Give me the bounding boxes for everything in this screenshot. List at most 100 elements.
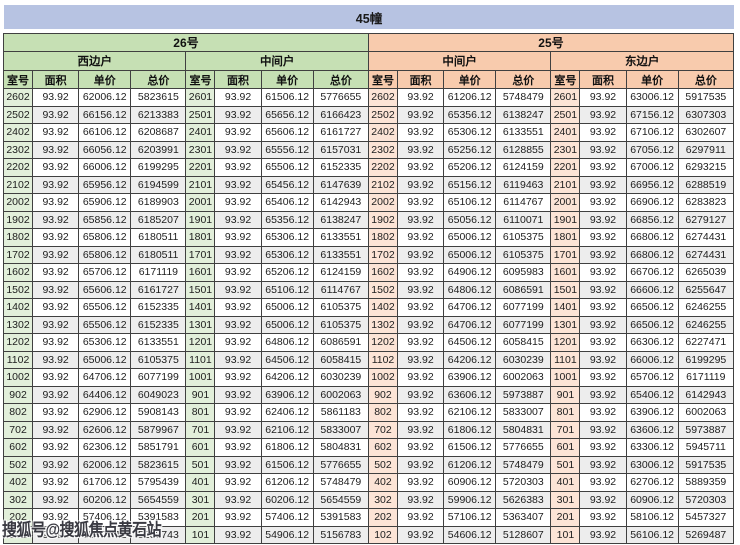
cell-total-price: 6227471	[677, 333, 735, 352]
cell-area: 93.92	[397, 175, 445, 194]
cell-room: 202	[2, 508, 34, 527]
cell-area: 93.92	[32, 490, 80, 509]
cell-unit-price: 64706.12	[443, 315, 497, 334]
cell-unit-price: 65706.12	[625, 368, 679, 387]
cell-room: 2602	[367, 88, 399, 107]
cell-total-price: 5851791	[130, 438, 187, 457]
cell-total-price: 6133551	[312, 245, 369, 264]
cell-total-price: 6105375	[130, 350, 187, 369]
cell-area: 93.92	[32, 193, 80, 212]
table-row: 802 93.92 62906.12 5908143 801 93.92 62406.12 5…	[2, 403, 735, 422]
cell-room: 2102	[2, 175, 34, 194]
cell-area: 93.92	[397, 210, 445, 229]
cell-total-price: 5776655	[312, 455, 369, 474]
cell-total-price: 6105375	[495, 228, 552, 247]
table-row: 1102 93.92 65006.12 6105375 1101 93.92 64506.1…	[2, 350, 735, 369]
cell-room: 1601	[550, 263, 581, 282]
cell-room: 1902	[2, 210, 34, 229]
cell-total-price: 6077199	[130, 368, 187, 387]
cell-unit-price: 56106.12	[625, 525, 679, 544]
cell-unit-price: 66956.12	[625, 175, 679, 194]
cell-room: 1001	[550, 368, 581, 387]
cell-area: 93.92	[32, 385, 80, 404]
cell-room: 1702	[2, 245, 34, 264]
cell-room: 2201	[550, 158, 581, 177]
table-row: 402 93.92 61706.12 5795439 401 93.92 61206.12 5…	[2, 473, 735, 492]
cell-room: 2001	[550, 193, 581, 212]
cell-unit-price: 62306.12	[78, 438, 132, 457]
cell-total-price: 5973887	[677, 420, 735, 439]
column-header-area: 面积	[397, 70, 445, 89]
unit-type-header-east: 东边户	[550, 51, 734, 71]
cell-area: 93.92	[397, 385, 445, 404]
cell-unit-price: 59906.12	[443, 490, 497, 509]
cell-room: 1401	[550, 298, 581, 317]
cell-total-price: 6166423	[312, 105, 369, 124]
column-header-room: 室号	[185, 70, 216, 89]
cell-total-price: 6199295	[130, 158, 187, 177]
cell-area: 93.92	[214, 473, 262, 492]
cell-total-price: 5203743	[130, 525, 187, 544]
cell-area: 93.92	[579, 298, 627, 317]
cell-area: 93.92	[32, 420, 80, 439]
cell-room: 1802	[2, 228, 34, 247]
cell-room: 102	[2, 525, 34, 544]
cell-area: 93.92	[579, 508, 627, 527]
cell-total-price: 6180511	[130, 228, 187, 247]
cell-total-price: 5720303	[495, 473, 552, 492]
cell-total-price: 6133551	[495, 123, 552, 142]
cell-room: 701	[550, 420, 581, 439]
table-row: 2202 93.92 66006.12 6199295 2201 93.92 65506.1…	[2, 158, 735, 177]
cell-unit-price: 62106.12	[443, 403, 497, 422]
cell-area: 93.92	[579, 123, 627, 142]
cell-total-price: 6307303	[677, 105, 735, 124]
cell-unit-price: 64406.12	[78, 385, 132, 404]
table-row: 1202 93.92 65306.12 6133551 1201 93.92 64806.1…	[2, 333, 735, 352]
cell-room: 901	[550, 385, 581, 404]
cell-room: 1301	[550, 315, 581, 334]
cell-area: 93.92	[214, 333, 262, 352]
cell-area: 93.92	[214, 263, 262, 282]
cell-total-price: 6030239	[312, 368, 369, 387]
column-header-area: 面积	[579, 70, 627, 89]
cell-unit-price: 63906.12	[443, 368, 497, 387]
cell-area: 93.92	[579, 473, 627, 492]
cell-unit-price: 65856.12	[78, 210, 132, 229]
cell-area: 93.92	[32, 438, 80, 457]
cell-total-price: 6142943	[677, 385, 735, 404]
cell-unit-price: 66706.12	[625, 263, 679, 282]
cell-area: 93.92	[32, 473, 80, 492]
cell-area: 93.92	[32, 368, 80, 387]
cell-area: 93.92	[32, 403, 80, 422]
cell-total-price: 6058415	[495, 333, 552, 352]
cell-total-price: 6002063	[312, 385, 369, 404]
cell-room: 2202	[367, 158, 399, 177]
cell-total-price: 6124159	[312, 263, 369, 282]
cell-room: 2001	[185, 193, 216, 212]
column-header-room: 室号	[2, 70, 34, 89]
cell-room: 2401	[185, 123, 216, 142]
cell-total-price: 6161727	[130, 280, 187, 299]
cell-room: 1301	[185, 315, 216, 334]
column-header-unit-price: 单价	[78, 70, 132, 89]
column-header-total-price: 总价	[677, 70, 735, 89]
cell-area: 93.92	[579, 525, 627, 544]
cell-area: 93.92	[579, 385, 627, 404]
cell-unit-price: 61206.12	[443, 455, 497, 474]
cell-room: 1102	[2, 350, 34, 369]
cell-area: 93.92	[214, 368, 262, 387]
cell-total-price: 6302607	[677, 123, 735, 142]
cell-total-price: 6114767	[495, 193, 552, 212]
cell-area: 93.92	[579, 140, 627, 159]
cell-area: 93.92	[32, 333, 80, 352]
cell-unit-price: 62606.12	[78, 420, 132, 439]
cell-unit-price: 63606.12	[443, 385, 497, 404]
cell-area: 93.92	[214, 280, 262, 299]
cell-area: 93.92	[214, 175, 262, 194]
cell-room: 902	[2, 385, 34, 404]
cell-unit-price: 61806.12	[260, 438, 314, 457]
cell-unit-price: 65556.12	[260, 140, 314, 159]
column-header-unit-price: 单价	[443, 70, 497, 89]
cell-total-price: 6246255	[677, 298, 735, 317]
cell-room: 1701	[550, 245, 581, 264]
